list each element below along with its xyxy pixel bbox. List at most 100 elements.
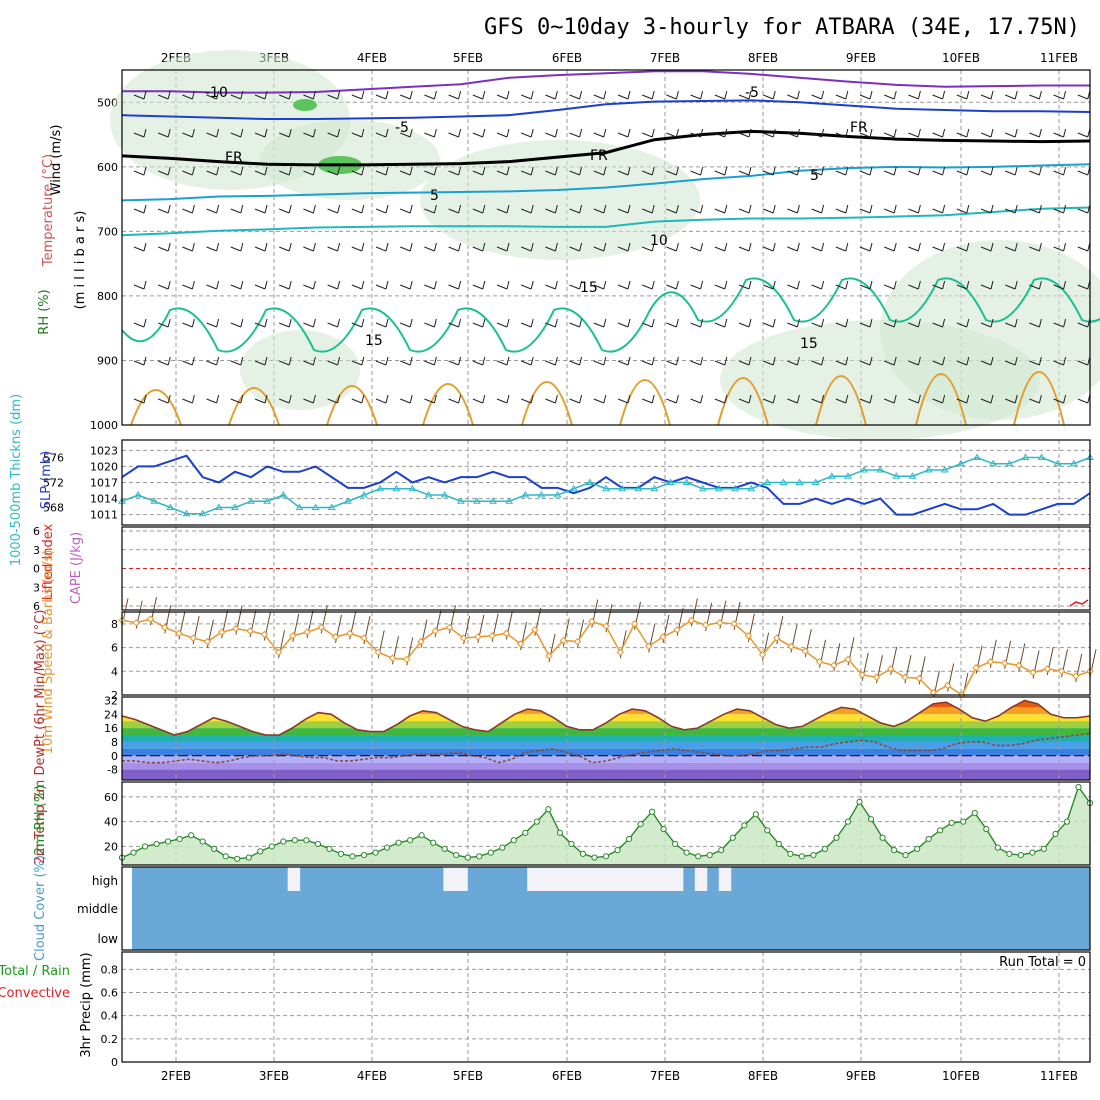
wind-barb-flag: [361, 128, 365, 138]
isotherm-20-line: [130, 389, 182, 426]
wind-barb-flag: [796, 128, 800, 138]
wind-barb: [811, 322, 822, 328]
panel-border: [121, 951, 1091, 1063]
wind-barb: [254, 284, 266, 290]
rh-marker: [1006, 850, 1013, 857]
temp-tick-label: 0: [111, 750, 118, 763]
y-tick-label: 700: [97, 225, 118, 238]
wind-barb: [158, 170, 169, 176]
wind-barb-flag: [312, 356, 316, 366]
wind-barb: [158, 284, 169, 290]
wind-barb: [375, 208, 387, 214]
wind-barb-flag: [942, 318, 946, 328]
rh-marker: [291, 837, 298, 844]
wind10-marker: [730, 620, 738, 628]
wind10-marker: [573, 637, 582, 646]
wind-barb: [617, 284, 629, 290]
wind-barb: [787, 208, 798, 214]
wind-barb: [569, 132, 580, 138]
wind-barb: [375, 170, 387, 176]
wind-barb: [835, 246, 846, 252]
wind-barb-flag: [748, 204, 752, 214]
precip-conv-label: Convective: [0, 986, 70, 1001]
rh-marker: [775, 840, 782, 848]
wind10-marker: [787, 642, 795, 651]
temp-tick-label: 32: [104, 694, 118, 707]
wind-barb: [400, 170, 411, 176]
wind-barb-flag: [796, 394, 800, 404]
wind-barb: [738, 132, 750, 138]
thickness-marker: [489, 497, 497, 504]
panel-border: [121, 866, 1091, 951]
wind-barb: [351, 284, 362, 290]
wind-barb-flag: [433, 280, 437, 290]
wind-barb: [496, 94, 508, 100]
wind-barb: [666, 208, 677, 214]
slp-tick-label: 1011: [90, 509, 118, 522]
thickness-marker: [779, 478, 788, 485]
wind-barb-flag: [312, 394, 316, 404]
contour-label: 15: [580, 280, 598, 296]
rh-marker: [672, 840, 679, 848]
slp-tick-label: 1017: [90, 477, 118, 490]
wind-barb: [593, 398, 604, 404]
wind-barb: [738, 322, 750, 328]
wind-barb: [424, 322, 435, 328]
thickness-marker: [327, 503, 336, 510]
rh-marker: [257, 848, 264, 855]
wind-barb-flag: [1014, 318, 1018, 328]
contour-label: 10: [650, 233, 668, 249]
y-tick-label: 900: [97, 354, 118, 367]
thickness-marker: [569, 484, 578, 492]
wind-barb-flag: [312, 318, 316, 328]
rh-marker: [637, 821, 644, 828]
wind-barb-flag: [361, 356, 365, 366]
wind-barb: [279, 322, 290, 328]
wind-barb-flag: [845, 356, 849, 366]
wind-barb-flag: [748, 242, 752, 252]
wind10-marker: [701, 621, 710, 629]
wind10-marker: [659, 633, 667, 641]
wind10-marker: [630, 620, 639, 628]
wind-barb: [908, 360, 919, 366]
wind-barb-flag: [893, 166, 897, 176]
rh-marker: [890, 847, 898, 854]
wind-barb-flag: [216, 280, 220, 290]
wind-barb-flag: [433, 204, 437, 214]
wind-barb: [569, 170, 580, 176]
wind-barb-flag: [482, 166, 486, 176]
wind-barb-flag: [337, 242, 341, 252]
wind-barb: [738, 398, 750, 404]
wind-barb: [400, 208, 411, 214]
wind10-label: 10m Wind Speed & Barbs (m/s): [41, 550, 56, 755]
wind-barb: [884, 170, 895, 176]
cloud-high-cell: [658, 867, 672, 891]
wind-barb: [666, 398, 677, 404]
wind-barb-flag: [240, 394, 244, 404]
wind-barb-flag: [337, 128, 341, 138]
wind-barb: [206, 398, 217, 404]
wind-barb: [932, 132, 943, 138]
wind-barb-flag: [724, 128, 728, 138]
rh-marker: [441, 845, 448, 852]
wind-barb-flag: [1063, 90, 1067, 100]
precip-tick-label: 0: [111, 1056, 118, 1069]
wind-barb: [932, 170, 943, 176]
wind-barb-flag: [845, 280, 849, 290]
top-date-label: 6FEB: [552, 51, 582, 65]
wind-barb-flag: [240, 356, 244, 366]
wind-barb-flag: [433, 242, 437, 252]
rh-marker: [453, 851, 460, 859]
top-date-label: 9FEB: [846, 51, 876, 65]
wind-barb-flag: [603, 242, 607, 252]
wind-barb: [763, 322, 774, 328]
wind-barb: [811, 284, 822, 290]
wind-barb-flag: [627, 280, 631, 290]
wind-barb-flag: [506, 280, 510, 290]
wind-barb: [400, 398, 411, 404]
wind-barb-flag: [458, 242, 462, 252]
wind-barb: [738, 208, 750, 214]
upper-mb-label: (m i l l i b a r s): [73, 211, 88, 310]
precip-tick-label: 0.4: [101, 1010, 119, 1023]
thickness-marker: [360, 491, 368, 498]
